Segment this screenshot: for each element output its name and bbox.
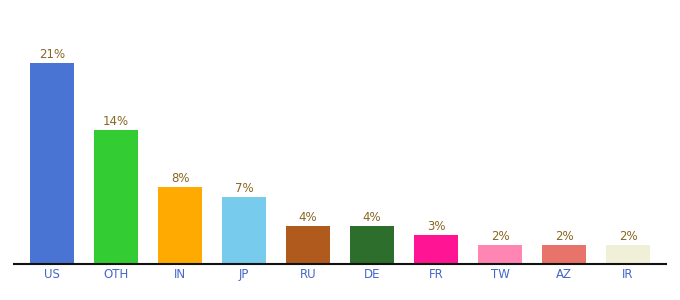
Bar xyxy=(222,197,267,264)
Text: 2%: 2% xyxy=(491,230,509,243)
Bar xyxy=(413,235,458,264)
Text: 21%: 21% xyxy=(39,48,65,61)
Text: 3%: 3% xyxy=(427,220,445,233)
Bar xyxy=(158,188,203,264)
Bar xyxy=(350,226,394,264)
Bar xyxy=(94,130,139,264)
Bar xyxy=(30,63,74,264)
Bar xyxy=(541,245,586,264)
Text: 4%: 4% xyxy=(362,211,381,224)
Bar xyxy=(286,226,330,264)
Text: 4%: 4% xyxy=(299,211,318,224)
Text: 2%: 2% xyxy=(619,230,637,243)
Text: 14%: 14% xyxy=(103,115,129,128)
Text: 7%: 7% xyxy=(235,182,254,195)
Bar xyxy=(477,245,522,264)
Text: 2%: 2% xyxy=(555,230,573,243)
Text: 8%: 8% xyxy=(171,172,189,185)
Bar xyxy=(606,245,650,264)
